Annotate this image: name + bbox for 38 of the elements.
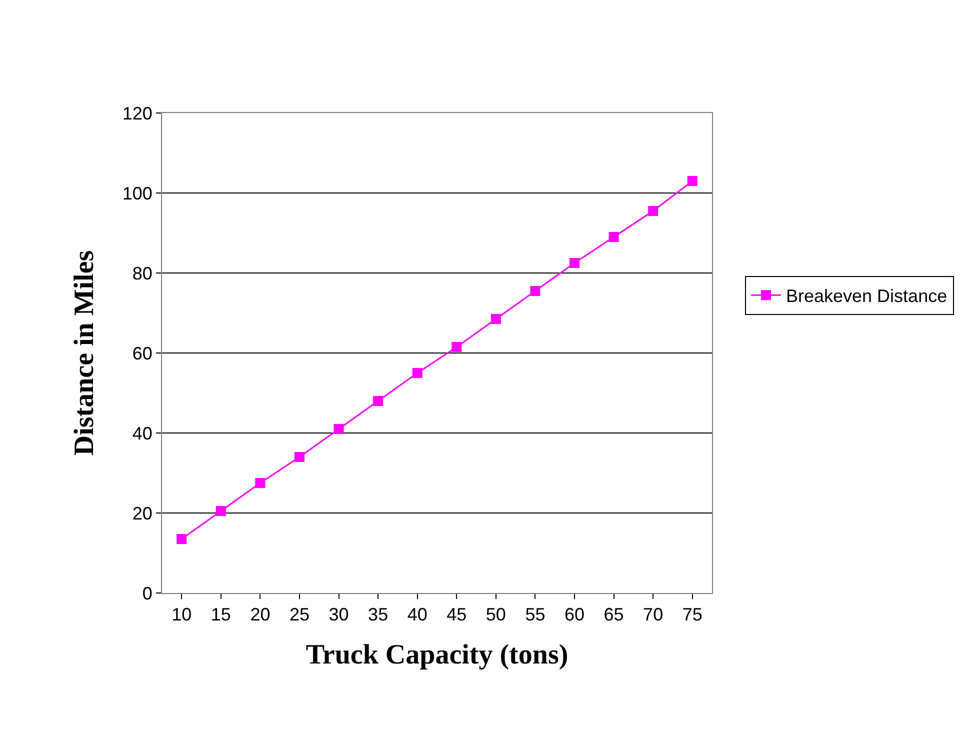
x-tick-label: 70 xyxy=(643,604,664,625)
x-tick-label: 45 xyxy=(446,604,467,625)
x-tick-label: 25 xyxy=(289,604,310,625)
legend-label: Breakeven Distance xyxy=(786,286,948,306)
point xyxy=(648,206,658,216)
x-tick-label: 40 xyxy=(407,604,428,625)
point xyxy=(687,176,698,186)
x-tick-label: 35 xyxy=(368,604,388,625)
y-axis-title: Distance in Miles xyxy=(69,250,100,456)
y-tick-label: 0 xyxy=(142,583,152,604)
y-tick-label: 60 xyxy=(132,343,152,364)
y-tick-label: 80 xyxy=(132,263,152,284)
point xyxy=(412,368,422,378)
x-tick-label: 60 xyxy=(564,604,585,625)
y-tick-label: 120 xyxy=(122,103,152,124)
point xyxy=(490,314,501,324)
point xyxy=(255,478,266,488)
x-tick-label: 50 xyxy=(486,604,506,625)
point xyxy=(608,232,619,242)
point xyxy=(530,286,540,296)
x-tick-label: 65 xyxy=(604,604,624,625)
x-tick-label: 20 xyxy=(250,604,270,625)
y-tick-label: 100 xyxy=(122,183,152,204)
x-tick-label: 15 xyxy=(210,604,231,625)
x-tick-label: 75 xyxy=(682,604,702,625)
point xyxy=(334,424,344,434)
point xyxy=(452,342,462,352)
point xyxy=(216,506,226,516)
point xyxy=(294,452,304,462)
y-tick-label: 40 xyxy=(132,423,152,444)
point xyxy=(373,396,384,406)
x-tick-label: 10 xyxy=(172,604,192,625)
point xyxy=(176,534,187,544)
x-axis-title: Truck Capacity (tons) xyxy=(306,640,568,671)
y-tick-label: 20 xyxy=(132,503,152,524)
x-tick-label: 30 xyxy=(328,604,349,625)
x-tick-label: 55 xyxy=(525,604,546,625)
point xyxy=(570,258,580,268)
